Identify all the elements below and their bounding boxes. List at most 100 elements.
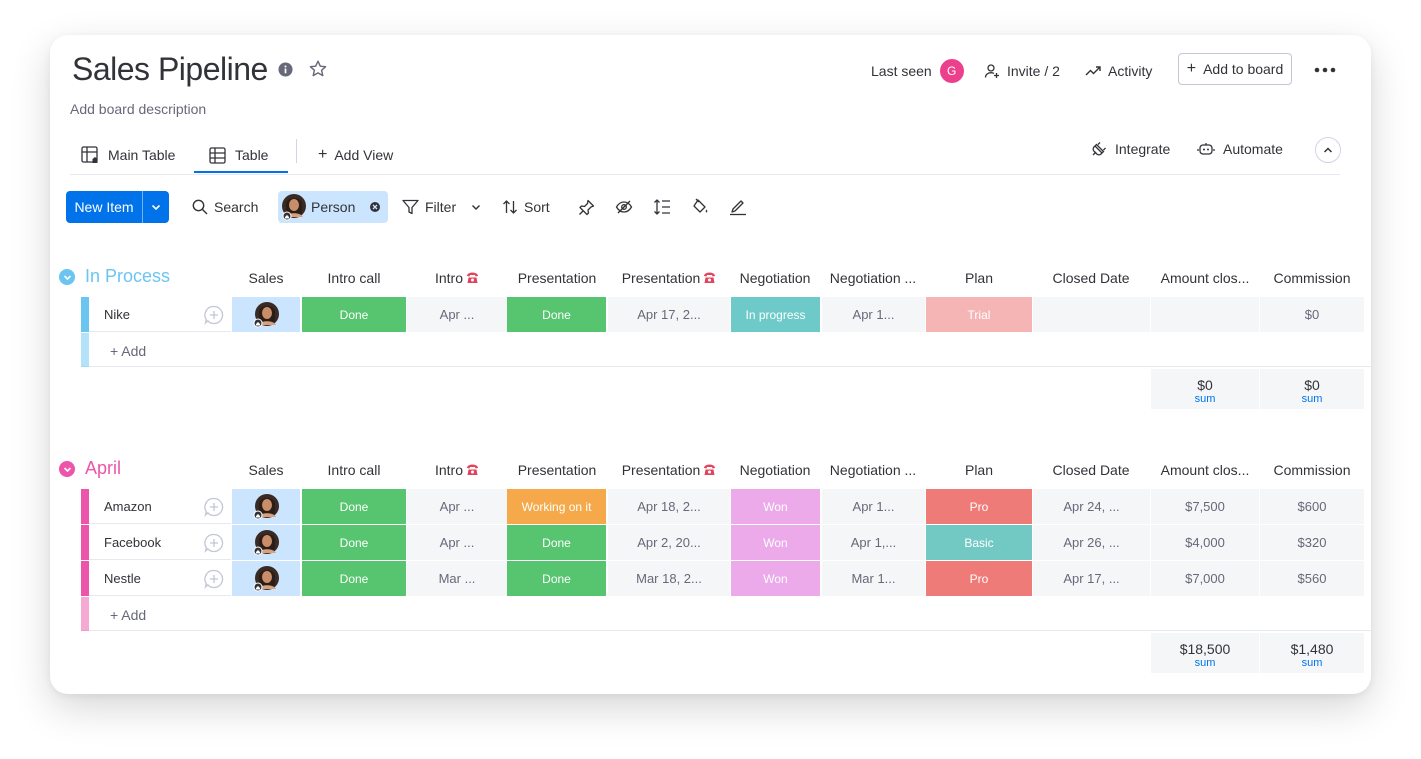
column-header-closed-date[interactable]: Closed Date xyxy=(1052,462,1130,478)
add-to-board-button[interactable]: + Add to board xyxy=(1178,53,1292,85)
group-collapse-toggle[interactable] xyxy=(59,461,75,477)
column-header-presentation-date[interactable]: Presentation xyxy=(608,270,730,286)
board-title[interactable]: Sales Pipeline xyxy=(72,51,268,87)
invite-button[interactable]: Invite / 2 xyxy=(984,57,1060,85)
sales-person-cell[interactable] xyxy=(232,525,300,560)
add-view-button[interactable]: + Add View xyxy=(318,138,393,172)
add-update-icon[interactable] xyxy=(204,305,224,325)
column-header-negotiation[interactable]: Negotiation xyxy=(739,462,811,478)
status-cell[interactable]: Won xyxy=(731,561,820,596)
column-header-intro-call[interactable]: Intro call xyxy=(327,270,381,286)
column-header-negotiation[interactable]: Negotiation xyxy=(739,270,811,286)
date-cell[interactable]: Apr 1... xyxy=(822,489,925,524)
new-item-dropdown[interactable] xyxy=(143,191,169,223)
plan-cell[interactable]: Trial xyxy=(926,297,1032,332)
table-row[interactable]: Facebook Done Apr ... Done Apr 2, 20... … xyxy=(81,525,1371,561)
item-name[interactable]: Nike xyxy=(104,307,131,322)
column-header-presentation-date[interactable]: Presentation xyxy=(608,462,730,478)
status-cell[interactable]: Done xyxy=(507,561,606,596)
item-name-cell[interactable]: Amazon xyxy=(89,489,231,524)
group-name[interactable]: In Process xyxy=(85,266,171,286)
integrate-button[interactable]: Integrate xyxy=(1090,139,1170,159)
date-cell[interactable]: Apr 1... xyxy=(822,297,925,332)
new-item-button[interactable]: New Item xyxy=(66,191,169,223)
date-cell[interactable]: Apr ... xyxy=(407,525,507,560)
item-name-cell[interactable]: Facebook xyxy=(89,525,231,560)
status-cell[interactable]: Done xyxy=(302,297,406,332)
column-header-intro-call[interactable]: Intro call xyxy=(327,462,381,478)
amount-cell[interactable]: $7,000 xyxy=(1151,561,1259,596)
board-description[interactable]: Add board description xyxy=(70,101,207,117)
item-name[interactable]: Facebook xyxy=(104,535,162,550)
column-header-presentation[interactable]: Presentation xyxy=(517,270,597,286)
sales-person-cell[interactable] xyxy=(232,297,300,332)
column-header-closed-date[interactable]: Closed Date xyxy=(1052,270,1130,286)
date-cell[interactable]: Apr 17, 2... xyxy=(608,297,730,332)
sum-label[interactable]: sum xyxy=(1301,393,1323,405)
group-name[interactable]: April xyxy=(85,458,122,478)
date-cell[interactable]: Apr 24, ... xyxy=(1033,489,1150,524)
date-cell[interactable]: Apr ... xyxy=(407,297,507,332)
status-cell[interactable]: Done xyxy=(302,525,406,560)
last-seen[interactable]: Last seen G xyxy=(871,57,964,85)
automate-button[interactable]: Automate xyxy=(1197,139,1283,159)
date-cell[interactable]: Apr 17, ... xyxy=(1033,561,1150,596)
tab-table[interactable]: Table xyxy=(194,138,288,172)
column-header-amount[interactable]: Amount clos... xyxy=(1160,462,1250,478)
add-update-icon[interactable] xyxy=(204,497,224,517)
column-header-sales[interactable]: Sales xyxy=(248,270,284,286)
date-cell[interactable]: Apr 2, 20... xyxy=(608,525,730,560)
column-header-intro-date[interactable]: Intro xyxy=(407,462,507,478)
status-cell[interactable]: Done xyxy=(302,561,406,596)
sum-label[interactable]: sum xyxy=(1194,393,1216,405)
sum-label[interactable]: sum xyxy=(1194,657,1216,669)
table-row[interactable]: Amazon Done Apr ... Working on it Apr 18… xyxy=(81,489,1371,525)
item-name[interactable]: Nestle xyxy=(104,571,141,586)
more-options-icon[interactable] xyxy=(1314,63,1336,77)
add-item-label[interactable]: + Add xyxy=(110,607,147,623)
item-name[interactable]: Amazon xyxy=(104,499,152,514)
sum-label[interactable]: sum xyxy=(1301,657,1323,669)
add-update-icon[interactable] xyxy=(204,533,224,553)
date-cell[interactable] xyxy=(1033,297,1150,332)
status-cell[interactable]: Won xyxy=(731,525,820,560)
color-button[interactable] xyxy=(690,197,710,217)
new-item-label[interactable]: New Item xyxy=(74,199,134,215)
status-cell[interactable]: Won xyxy=(731,489,820,524)
column-header-presentation[interactable]: Presentation xyxy=(517,462,597,478)
date-cell[interactable]: Apr 1,... xyxy=(822,525,925,560)
amount-cell[interactable]: $4,000 xyxy=(1151,525,1259,560)
column-header-sales[interactable]: Sales xyxy=(248,462,284,478)
amount-cell[interactable]: $7,500 xyxy=(1151,489,1259,524)
item-name-cell[interactable]: Nestle xyxy=(89,561,231,596)
add-item-row[interactable]: + Add xyxy=(81,333,1371,367)
amount-cell[interactable] xyxy=(1151,297,1259,332)
status-cell[interactable]: In progress xyxy=(731,297,820,332)
row-height-button[interactable] xyxy=(652,197,672,217)
table-row[interactable]: Nike Done Apr ... Done Apr 17, 2... In p… xyxy=(81,297,1371,333)
group-collapse-toggle[interactable] xyxy=(59,269,75,285)
status-cell[interactable]: Done xyxy=(302,489,406,524)
status-cell[interactable]: Working on it xyxy=(507,489,606,524)
add-item-row[interactable]: + Add xyxy=(81,597,1371,631)
date-cell[interactable]: Apr 18, 2... xyxy=(608,489,730,524)
date-cell[interactable]: Mar 18, 2... xyxy=(608,561,730,596)
column-header-negotiation-date[interactable]: Negotiation ... xyxy=(829,270,917,286)
column-header-negotiation-date[interactable]: Negotiation ... xyxy=(829,462,917,478)
sales-person-cell[interactable] xyxy=(232,561,300,596)
column-header-commission[interactable]: Commission xyxy=(1273,462,1351,478)
filter-button[interactable]: Filter xyxy=(402,195,482,219)
info-icon[interactable] xyxy=(278,62,293,77)
plan-cell[interactable]: Basic xyxy=(926,525,1032,560)
plan-cell[interactable]: Pro xyxy=(926,561,1032,596)
chevron-down-icon[interactable] xyxy=(470,201,482,213)
star-icon[interactable] xyxy=(308,59,328,79)
date-cell[interactable]: Mar 1... xyxy=(822,561,925,596)
date-cell[interactable]: Mar ... xyxy=(407,561,507,596)
status-cell[interactable]: Done xyxy=(507,525,606,560)
status-cell[interactable]: Done xyxy=(507,297,606,332)
pin-button[interactable] xyxy=(576,197,596,217)
search-button[interactable]: Search xyxy=(192,195,258,219)
sales-person-cell[interactable] xyxy=(232,489,300,524)
column-header-plan[interactable]: Plan xyxy=(964,462,994,478)
